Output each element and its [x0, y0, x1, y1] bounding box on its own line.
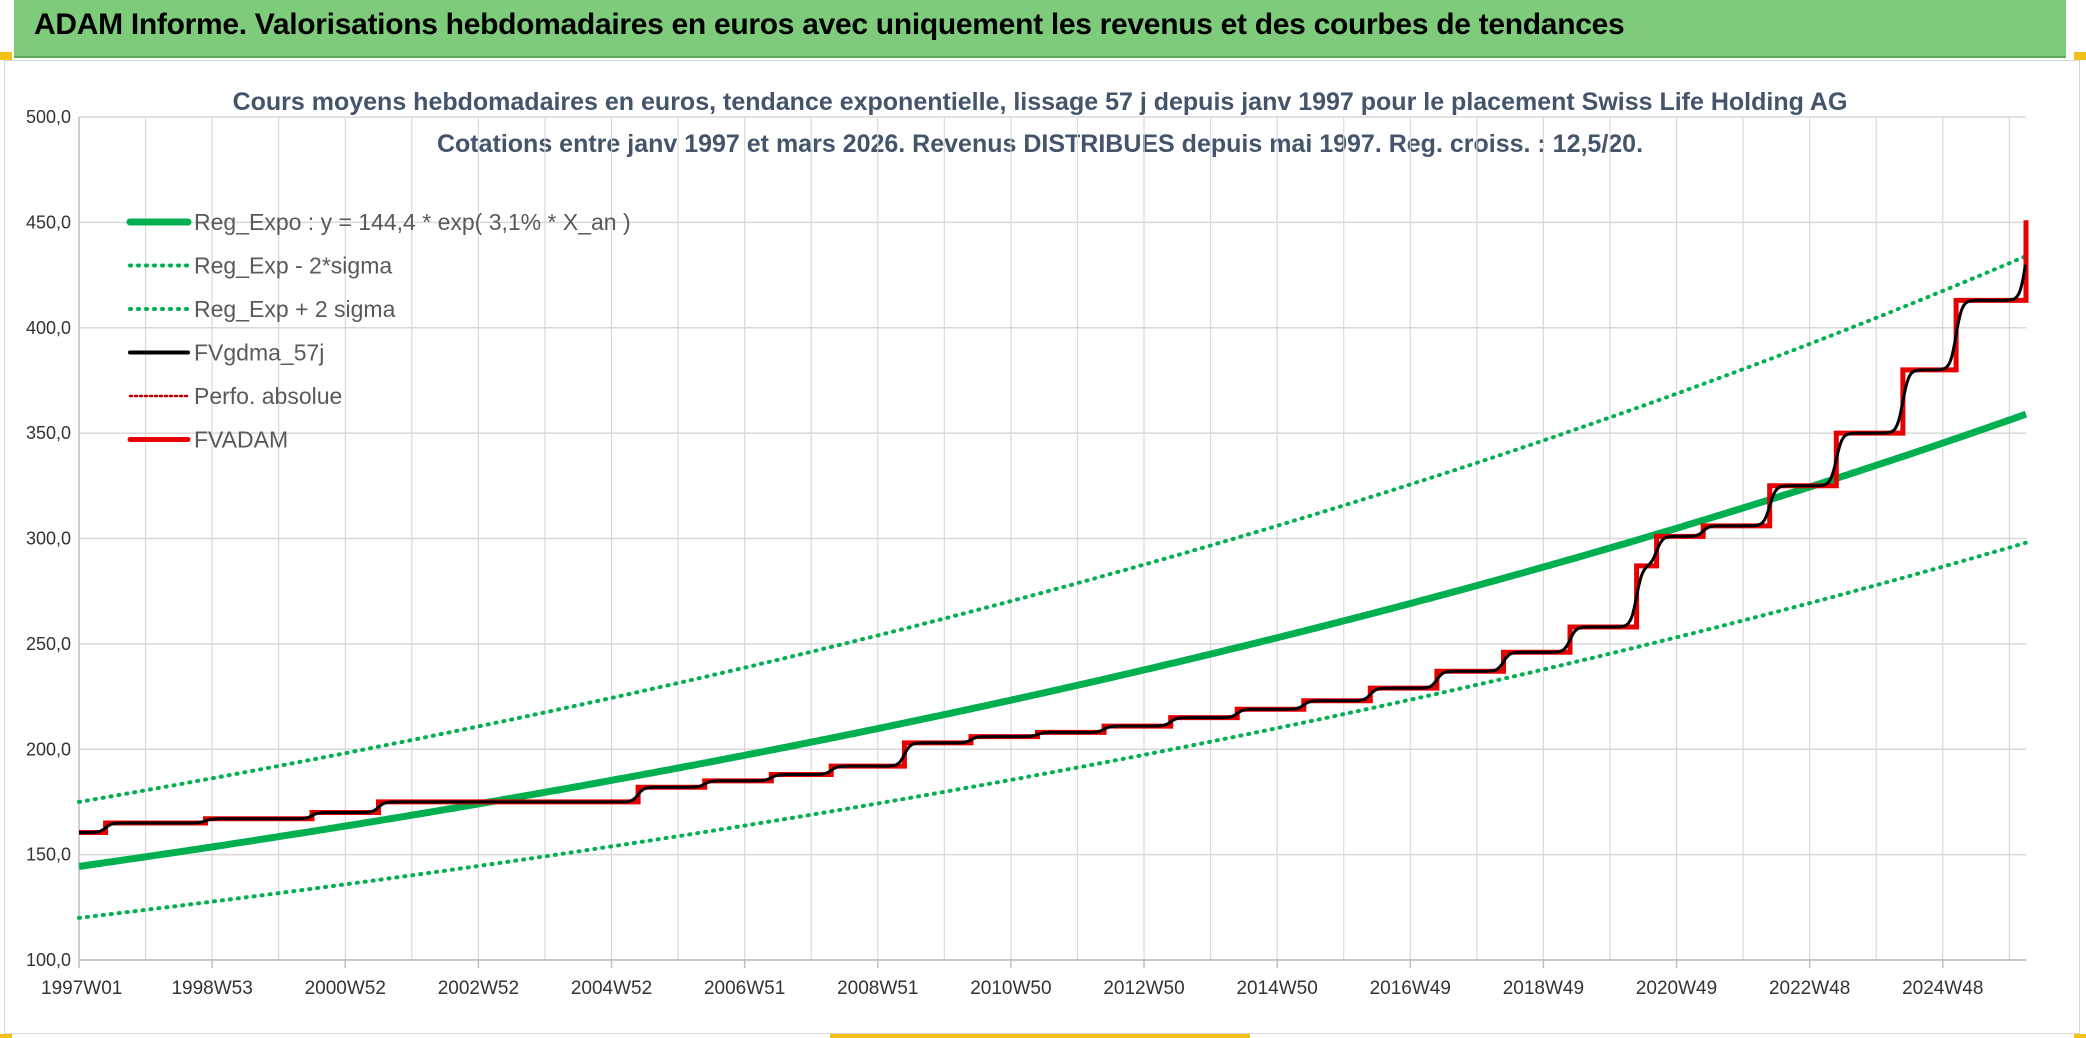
legend-label-perfo: Perfo. absolue	[194, 383, 342, 409]
x-tick-label: 2022W48	[1769, 978, 1850, 999]
y-tick-label: 200,0	[26, 739, 71, 759]
y-tick-label: 500,0	[26, 107, 71, 127]
series-reg-plus-2sigma	[77, 254, 2028, 804]
report-banner: ADAM Informe. Valorisations hebdomadaire…	[14, 0, 2066, 58]
x-tick-label: 2010W50	[970, 978, 1051, 999]
legend-label-fvadam: FVADAM	[194, 427, 288, 453]
gridlines	[79, 116, 2026, 961]
x-tick-label: 2018W49	[1503, 978, 1584, 999]
x-tick-label: 2006W51	[704, 978, 785, 999]
x-tick-label: 2004W52	[571, 978, 652, 999]
x-tick-label: 2002W52	[438, 978, 519, 999]
legend-label-reg_expo: Reg_Expo : y = 144,4 * exp( 3,1% * X_an …	[194, 209, 631, 235]
y-tick-label: 350,0	[26, 423, 71, 443]
y-tick-label: 250,0	[26, 634, 71, 654]
legend: Reg_Expo : y = 144,4 * exp( 3,1% * X_an …	[126, 209, 631, 453]
x-tick-label: 1998W53	[171, 978, 252, 999]
x-tick-label: 2024W48	[1902, 978, 1983, 999]
y-tick-label: 450,0	[26, 212, 71, 232]
y-tick-label: 100,0	[26, 950, 71, 970]
report-title: ADAM Informe. Valorisations hebdomadaire…	[34, 8, 1625, 41]
series-fvgdma-57j	[79, 264, 2027, 834]
series-reg-minus-2sigma	[77, 540, 2028, 920]
corner-marker-top-right	[2074, 52, 2086, 60]
y-tick-label: 150,0	[26, 845, 71, 865]
y-tick-label: 400,0	[26, 318, 71, 338]
series-reg-expo	[78, 410, 2028, 870]
x-tick-label: 2012W50	[1103, 978, 1184, 999]
series-group	[77, 220, 2029, 920]
chart-title-line1: Cours moyens hebdomadaires en euros, ten…	[233, 88, 1848, 116]
legend-label-reg_plus: Reg_Exp + 2 sigma	[194, 296, 396, 322]
corner-marker-bottom-mid	[830, 1034, 1250, 1038]
x-tick-label: 2000W52	[305, 978, 386, 999]
chart-title-line2: Cotations entre janv 1997 et mars 2026. …	[437, 130, 1643, 158]
legend-label-reg_minus: Reg_Exp - 2*sigma	[194, 253, 392, 279]
x-tick-label: 2016W49	[1370, 978, 1451, 999]
axes: 100,0 150,0 200,0 250,0 300,0 350,0 400,0 450,0…	[26, 107, 2026, 999]
corner-marker-bottom-left	[0, 1034, 12, 1038]
x-tick-label: 2020W49	[1636, 978, 1717, 999]
x-tick-label: 2014W50	[1236, 978, 1317, 999]
x-tick-label: 1997W01	[41, 978, 122, 999]
y-tick-label: 300,0	[26, 529, 71, 549]
chart-frame	[4, 60, 2080, 1034]
legend-label-fvgdma: FVgdma_57j	[194, 340, 324, 366]
x-tick-label: 2008W51	[837, 978, 918, 999]
corner-marker-top-left	[0, 52, 12, 60]
series-fvadam	[79, 220, 2029, 835]
corner-marker-bottom-right	[2074, 1034, 2086, 1038]
